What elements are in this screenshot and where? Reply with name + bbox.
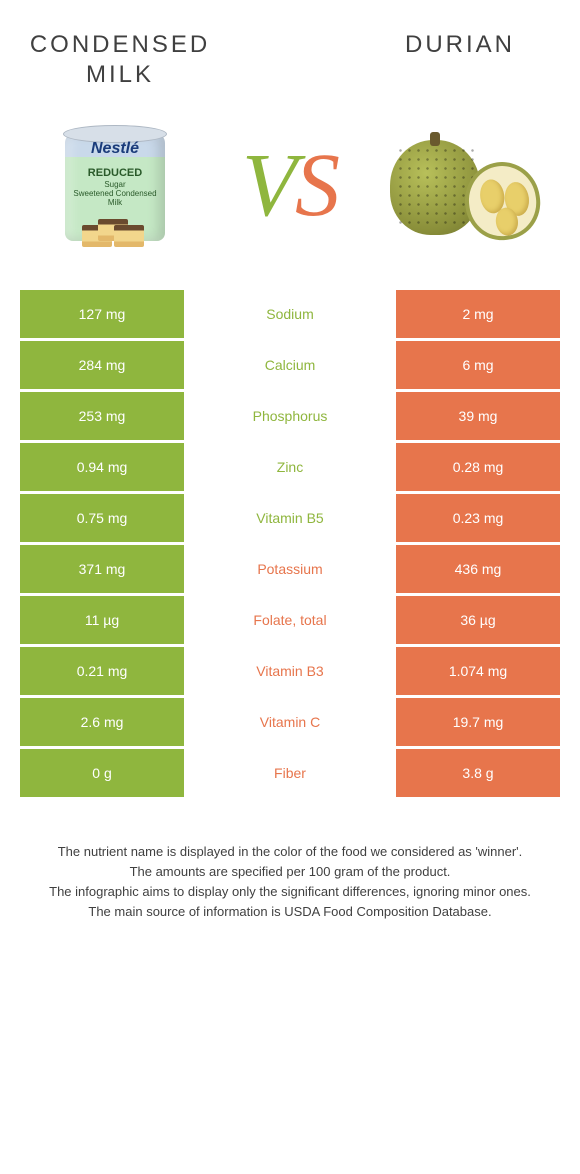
vs-v: V bbox=[242, 136, 295, 235]
nutrient-row: 0.21 mgVitamin B31.074 mg bbox=[20, 647, 560, 695]
right-value: 6 mg bbox=[396, 341, 560, 389]
nutrient-name: Vitamin B5 bbox=[184, 494, 396, 542]
nutrient-name: Folate, total bbox=[184, 596, 396, 644]
nutrient-row: 0.94 mgZinc0.28 mg bbox=[20, 443, 560, 491]
can-label: REDUCED Sugar Sweetened Condensed Milk bbox=[70, 167, 160, 207]
right-value: 36 µg bbox=[396, 596, 560, 644]
nutrient-name: Phosphorus bbox=[184, 392, 396, 440]
hero: Nestlé REDUCED Sugar Sweetened Condensed… bbox=[20, 120, 560, 250]
can-brand: Nestlé bbox=[60, 140, 170, 158]
left-value: 0.94 mg bbox=[20, 443, 184, 491]
right-value: 0.28 mg bbox=[396, 443, 560, 491]
right-value: 2 mg bbox=[396, 290, 560, 338]
condensed-milk-image: Nestlé REDUCED Sugar Sweetened Condensed… bbox=[40, 120, 190, 250]
food-title-left: CONDENSED MILK bbox=[20, 30, 220, 90]
footnote-line: The main source of information is USDA F… bbox=[38, 902, 542, 922]
nutrient-row: 2.6 mgVitamin C19.7 mg bbox=[20, 698, 560, 746]
right-value: 3.8 g bbox=[396, 749, 560, 797]
left-value: 253 mg bbox=[20, 392, 184, 440]
left-value: 284 mg bbox=[20, 341, 184, 389]
nutrient-row: 284 mgCalcium6 mg bbox=[20, 341, 560, 389]
left-value: 11 µg bbox=[20, 596, 184, 644]
nutrient-row: 253 mgPhosphorus39 mg bbox=[20, 392, 560, 440]
nutrient-row: 0 gFiber3.8 g bbox=[20, 749, 560, 797]
left-value: 0 g bbox=[20, 749, 184, 797]
nutrient-row: 0.75 mgVitamin B50.23 mg bbox=[20, 494, 560, 542]
left-value: 2.6 mg bbox=[20, 698, 184, 746]
right-value: 0.23 mg bbox=[396, 494, 560, 542]
left-value: 127 mg bbox=[20, 290, 184, 338]
nutrient-row: 11 µgFolate, total36 µg bbox=[20, 596, 560, 644]
nutrient-row: 127 mgSodium2 mg bbox=[20, 290, 560, 338]
headers: CONDENSED MILK DURIAN bbox=[20, 30, 560, 90]
nutrient-name: Vitamin B3 bbox=[184, 647, 396, 695]
footnote-line: The nutrient name is displayed in the co… bbox=[38, 842, 542, 862]
nutrient-name: Zinc bbox=[184, 443, 396, 491]
nutrient-name: Vitamin C bbox=[184, 698, 396, 746]
right-value: 39 mg bbox=[396, 392, 560, 440]
footnote-line: The amounts are specified per 100 gram o… bbox=[38, 862, 542, 882]
left-value: 0.21 mg bbox=[20, 647, 184, 695]
footnotes: The nutrient name is displayed in the co… bbox=[20, 842, 560, 923]
right-value: 436 mg bbox=[396, 545, 560, 593]
nutrient-row: 371 mgPotassium436 mg bbox=[20, 545, 560, 593]
nutrient-table: 127 mgSodium2 mg284 mgCalcium6 mg253 mgP… bbox=[20, 290, 560, 797]
footnote-line: The infographic aims to display only the… bbox=[38, 882, 542, 902]
durian-image bbox=[390, 120, 540, 250]
vs-label: VS bbox=[242, 134, 338, 237]
left-value: 0.75 mg bbox=[20, 494, 184, 542]
left-value: 371 mg bbox=[20, 545, 184, 593]
right-value: 19.7 mg bbox=[396, 698, 560, 746]
nutrient-name: Calcium bbox=[184, 341, 396, 389]
nutrient-name: Potassium bbox=[184, 545, 396, 593]
food-title-right: DURIAN bbox=[360, 30, 560, 90]
right-value: 1.074 mg bbox=[396, 647, 560, 695]
nutrient-name: Fiber bbox=[184, 749, 396, 797]
vs-s: S bbox=[295, 136, 338, 235]
nutrient-name: Sodium bbox=[184, 290, 396, 338]
